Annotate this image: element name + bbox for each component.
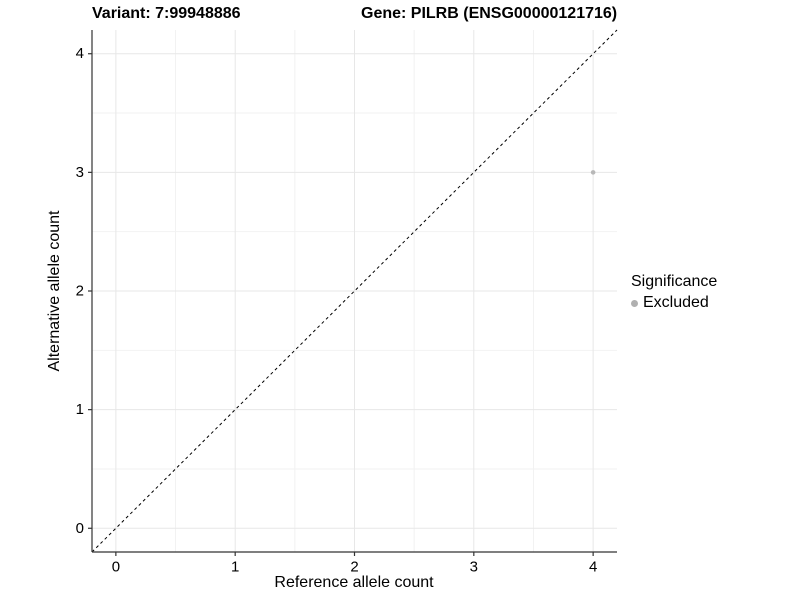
y-tick-label: 2 xyxy=(76,283,84,300)
legend-title: Significance xyxy=(631,273,718,290)
x-tick-label: 2 xyxy=(350,558,358,575)
y-axis-title: Alternative allele count xyxy=(46,210,63,372)
plot-title-variant: Variant: 7:99948886 xyxy=(92,5,241,22)
y-tick-label: 1 xyxy=(76,401,84,418)
y-tick-label: 3 xyxy=(76,164,84,181)
x-tick-label: 1 xyxy=(231,558,239,575)
legend-item-label: Excluded xyxy=(643,294,709,311)
legend: Significance Excluded xyxy=(631,272,717,313)
y-tick-label: 0 xyxy=(76,520,84,537)
legend-item-excluded: Excluded xyxy=(631,293,717,313)
x-axis-title: Reference allele count xyxy=(274,574,434,591)
x-tick-label: 4 xyxy=(589,558,597,575)
legend-point-icon xyxy=(631,299,638,307)
plot-title-gene: Gene: PILRB (ENSG00000121716) xyxy=(361,5,618,22)
data-point xyxy=(590,170,596,175)
y-tick-label: 4 xyxy=(76,45,84,62)
x-tick-label: 0 xyxy=(112,558,120,575)
x-tick-label: 3 xyxy=(470,558,478,575)
